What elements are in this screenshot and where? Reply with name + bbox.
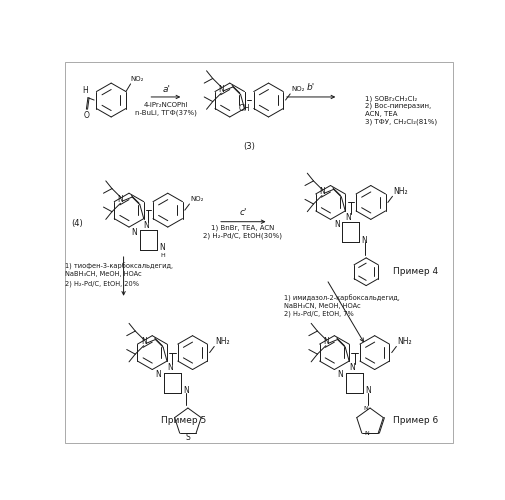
Text: N: N [362, 236, 368, 244]
Text: N: N [363, 406, 368, 412]
Text: 2) H₂-Pd/C, EtOH, 7%: 2) H₂-Pd/C, EtOH, 7% [284, 311, 353, 318]
Text: c': c' [239, 208, 246, 217]
Text: N: N [323, 338, 329, 346]
Text: (3): (3) [243, 142, 255, 150]
Text: 3) ТФУ, CH₂Cl₂(81%): 3) ТФУ, CH₂Cl₂(81%) [366, 118, 437, 125]
Text: N: N [366, 386, 371, 395]
Text: 2) H₂-Pd/C, EtOH, 20%: 2) H₂-Pd/C, EtOH, 20% [66, 280, 139, 286]
Text: N: N [338, 370, 343, 380]
Text: NaBH₃CH, МеОН, HOAc: NaBH₃CH, МеОН, HOAc [66, 271, 142, 277]
Text: ACN, TEA: ACN, TEA [366, 111, 398, 117]
Text: N: N [141, 338, 146, 346]
Text: H: H [160, 253, 165, 258]
Text: N: N [143, 221, 149, 230]
Text: 1) тиофен-3-карбоксальдегид,: 1) тиофен-3-карбоксальдегид, [66, 262, 173, 270]
Text: 1) SOBr₂CH₂Cl₂: 1) SOBr₂CH₂Cl₂ [366, 95, 418, 102]
Text: b': b' [307, 83, 315, 92]
Text: N: N [118, 195, 123, 204]
Text: NH₂: NH₂ [397, 338, 412, 346]
Text: n-BuLi, ТГФ(37%): n-BuLi, ТГФ(37%) [135, 109, 197, 116]
Text: NH₂: NH₂ [394, 187, 409, 196]
Text: OH: OH [239, 104, 250, 113]
Text: NaBH₃CN, МеОН, HOAc: NaBH₃CN, МеОН, HOAc [284, 304, 361, 310]
Text: N: N [334, 220, 339, 230]
Text: 1) BnBr, TEA, ACN: 1) BnBr, TEA, ACN [211, 224, 275, 231]
Text: N: N [156, 370, 161, 380]
Text: N: N [183, 386, 189, 395]
Text: 2) H₂-Pd/C, EtOH(30%): 2) H₂-Pd/C, EtOH(30%) [204, 232, 282, 239]
Text: N: N [364, 432, 369, 436]
Text: O: O [83, 111, 89, 120]
Text: NO₂: NO₂ [291, 86, 305, 92]
Text: N: N [131, 228, 137, 237]
Text: (4): (4) [71, 218, 83, 228]
Text: 1) имидазол-2-карбоксальдегид,: 1) имидазол-2-карбоксальдегид, [284, 295, 400, 302]
Text: H: H [82, 86, 88, 96]
Text: N: N [319, 187, 325, 196]
Text: N: N [160, 244, 165, 252]
Text: NO₂: NO₂ [190, 196, 204, 202]
Text: Пример 4: Пример 4 [393, 267, 438, 276]
Text: N: N [345, 214, 351, 222]
Text: NH₂: NH₂ [216, 338, 230, 346]
Text: 2) Boc-пиперазин,: 2) Boc-пиперазин, [366, 103, 432, 110]
Text: NO₂: NO₂ [131, 76, 144, 82]
Text: N: N [218, 85, 224, 94]
Text: 4-iPr₂NCOPhI: 4-iPr₂NCOPhI [144, 102, 188, 107]
Text: N: N [349, 364, 355, 372]
Text: a': a' [162, 85, 170, 94]
Text: Пример 6: Пример 6 [393, 416, 438, 425]
Text: Пример 5: Пример 5 [161, 416, 206, 425]
Text: N: N [167, 364, 173, 372]
Text: S: S [185, 433, 190, 442]
